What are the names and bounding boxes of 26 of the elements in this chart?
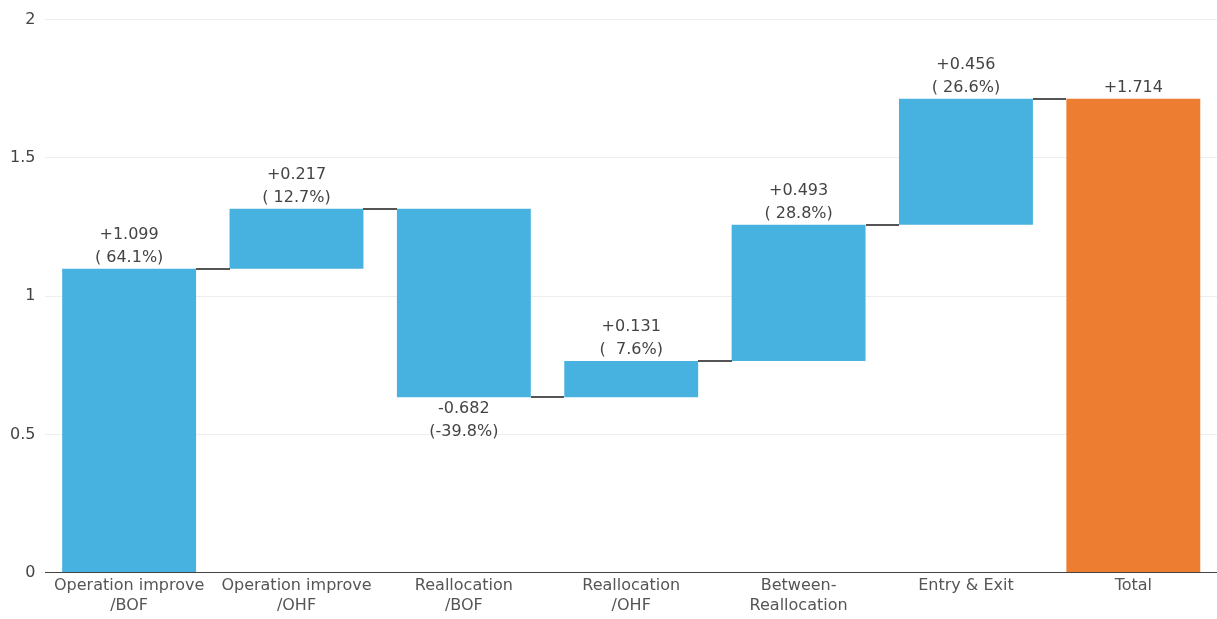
y-tick-label: 1.5	[9, 147, 36, 167]
data-label: +1.099 ( 64.1%)	[94, 223, 164, 266]
bar	[564, 361, 699, 398]
bar	[1066, 98, 1201, 573]
y-tick-label: 0.5	[9, 423, 36, 443]
x-tick-label: Total	[1113, 575, 1153, 595]
y-tick-label: 0	[25, 561, 36, 581]
x-tick-label: Reallocation /OHF	[582, 575, 681, 614]
data-label: +0.131 ( 7.6%)	[599, 316, 663, 359]
x-tick-label: Operation improve /OHF	[221, 575, 372, 614]
bar	[396, 208, 531, 398]
bar	[62, 268, 197, 573]
y-tick-label: 1	[25, 285, 36, 305]
data-label: +1.714	[1103, 76, 1163, 96]
bar	[229, 208, 364, 269]
data-label: +0.217 ( 12.7%)	[262, 163, 331, 206]
bar	[731, 224, 866, 362]
y-tick-label: 2	[25, 8, 36, 28]
x-tick-label: Entry & Exit	[918, 575, 1014, 595]
x-tick-label: Operation improve /BOF	[54, 575, 205, 614]
x-tick-label: Between- Reallocation	[749, 575, 848, 614]
data-label: +0.456 ( 26.6%)	[931, 53, 1001, 96]
data-label: +0.493 ( 28.8%)	[764, 179, 833, 222]
data-label: -0.682 (-39.8%)	[429, 398, 499, 441]
x-tick-label: Reallocation /BOF	[414, 575, 513, 614]
bar	[899, 98, 1033, 225]
